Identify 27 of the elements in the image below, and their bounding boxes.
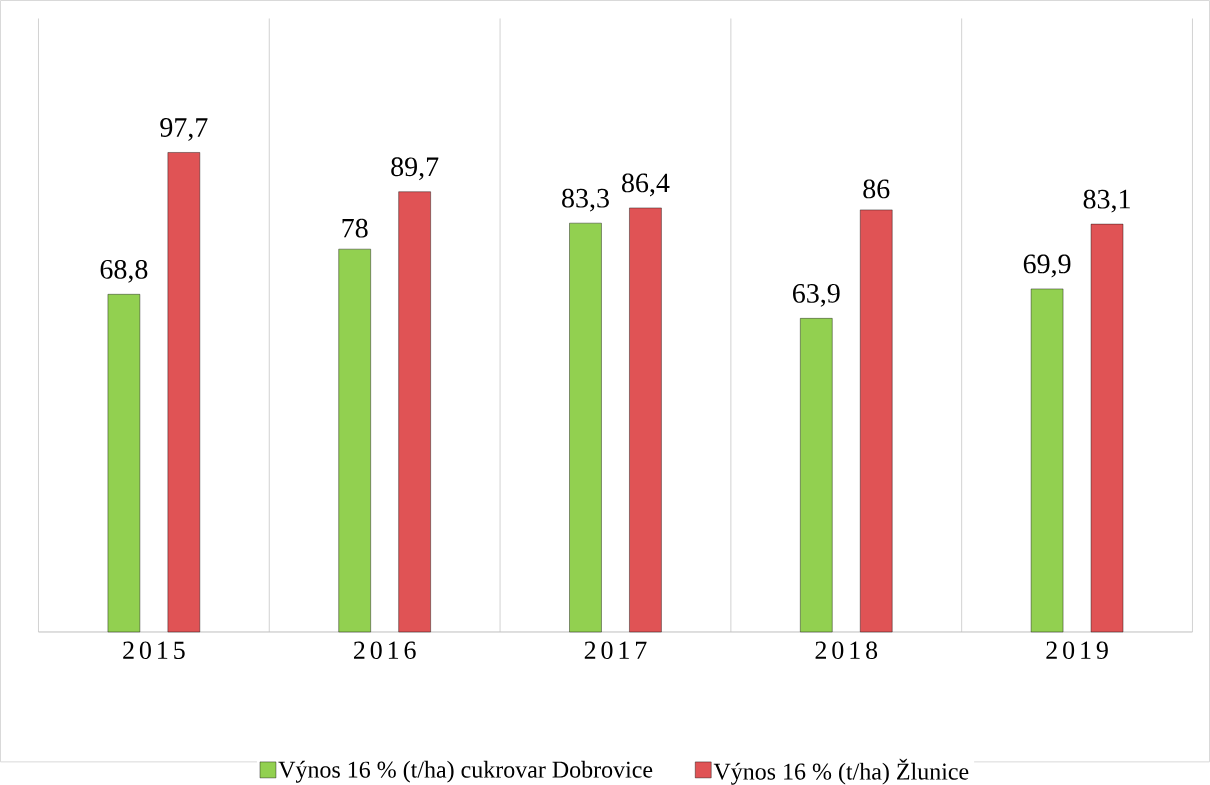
data-label: 89,7 — [391, 157, 439, 181]
bar — [107, 294, 141, 633]
bar — [398, 191, 431, 633]
x-tick-label: 2016 — [353, 641, 416, 660]
bar — [569, 222, 602, 633]
data-label: 68,8 — [100, 259, 148, 283]
x-tick-label: 2019 — [1046, 641, 1108, 660]
x-tick-label: 2015 — [123, 641, 185, 660]
bar — [629, 207, 662, 633]
data-label: 83,1 — [1083, 189, 1130, 213]
legend-label: Výnos 16 % (t/ha) Žlunice — [713, 758, 969, 785]
bar — [800, 318, 833, 633]
bar — [1090, 223, 1124, 633]
data-label: 69,9 — [1023, 254, 1071, 278]
bar — [860, 209, 893, 633]
data-label: 78 — [342, 218, 368, 238]
data-label: 83,3 — [562, 188, 609, 212]
data-label: 86,4 — [622, 173, 670, 197]
x-tick-label: 2018 — [815, 641, 878, 660]
data-label: 97,7 — [160, 118, 208, 141]
bar — [338, 248, 371, 633]
data-label: 86 — [863, 179, 890, 199]
bar — [167, 152, 201, 633]
data-label: 63,9 — [793, 284, 840, 307]
legend-label: Výnos 16 % (t/ha) cukrovar Dobrovice — [278, 760, 653, 783]
bar — [1030, 288, 1064, 633]
x-tick-label: 2017 — [584, 641, 647, 660]
